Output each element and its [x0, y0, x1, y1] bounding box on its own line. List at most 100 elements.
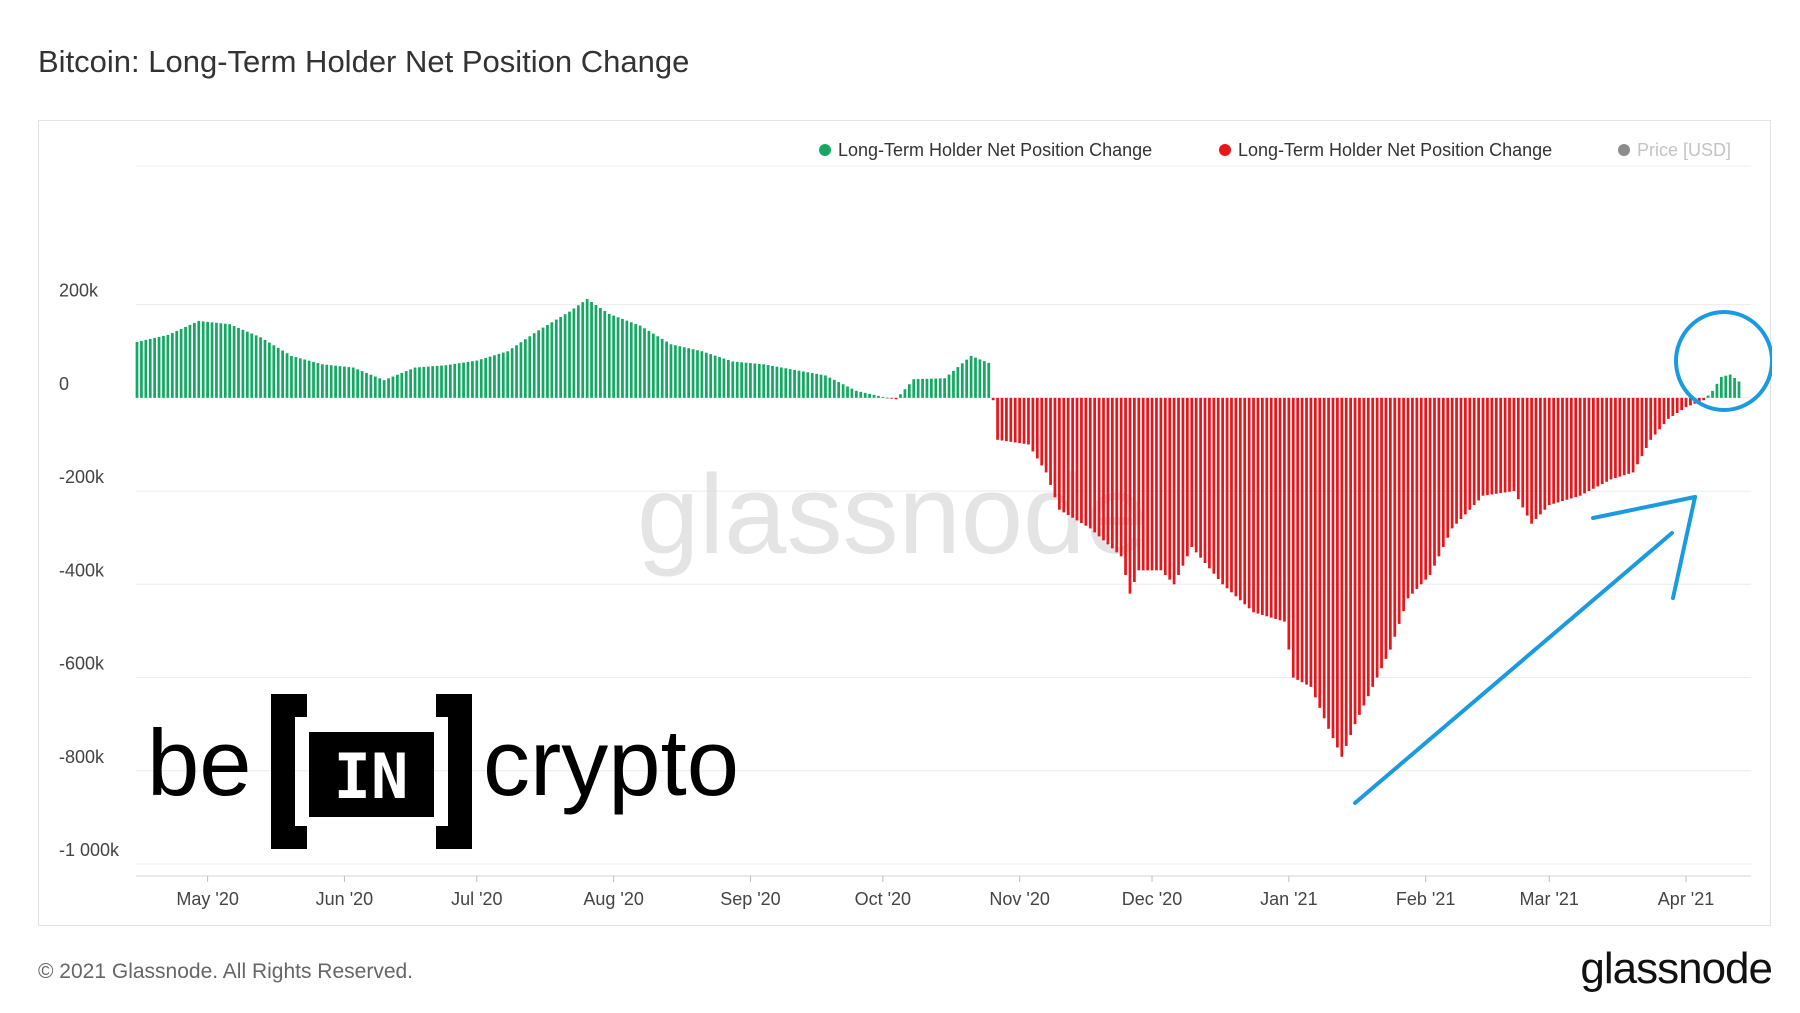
bar-219: [1102, 397, 1105, 541]
bar-159: [837, 382, 841, 398]
y-tick-label-5: -800k: [59, 747, 105, 767]
page-title: Bitcoin: Long-Term Holder Net Position C…: [38, 44, 690, 79]
bar-53: [369, 374, 373, 398]
bar-12: [188, 324, 192, 398]
bar-79: [484, 357, 488, 398]
bar-151: [802, 371, 805, 398]
bar-265: [1305, 397, 1308, 685]
bar-341: [1640, 397, 1644, 457]
bar-291: [1419, 397, 1423, 585]
bar-359: [1719, 376, 1723, 398]
bar-111: [625, 320, 629, 398]
bar-1: [140, 340, 143, 398]
bar-274: [1344, 397, 1348, 746]
bar-284: [1388, 397, 1392, 650]
bar-243: [1208, 397, 1211, 569]
chart-frame: glassnode 200k 0 -200k -400k -600k -800k -1 00…: [38, 120, 1772, 926]
bar-163: [854, 390, 858, 398]
bar-174: [903, 389, 907, 398]
legend-item-price[interactable]: Price [USD]: [1618, 140, 1731, 160]
bar-336: [1618, 397, 1622, 477]
bar-349: [1675, 397, 1679, 413]
bar-10: [179, 328, 183, 398]
bar-244: [1212, 397, 1216, 574]
bar-304: [1477, 397, 1480, 501]
bar-34: [285, 353, 289, 398]
bar-26: [250, 333, 254, 398]
bar-324: [1565, 397, 1569, 500]
bar-306: [1486, 397, 1489, 496]
bar-290: [1415, 397, 1419, 589]
bar-112: [629, 322, 633, 398]
bar-199: [1013, 397, 1017, 443]
bar-260: [1283, 397, 1286, 622]
bar-154: [815, 373, 819, 398]
bars-layer: [135, 299, 1741, 757]
bar-330: [1592, 397, 1595, 489]
bar-241: [1199, 397, 1202, 558]
bar-8: [170, 332, 174, 398]
bar-138: [744, 362, 748, 398]
bar-50: [356, 369, 360, 398]
bar-21: [228, 324, 232, 398]
bar-347: [1667, 397, 1670, 419]
bar-337: [1622, 397, 1626, 476]
bar-11: [184, 326, 187, 398]
bar-307: [1490, 397, 1494, 495]
bar-292: [1424, 397, 1428, 580]
bar-19: [219, 323, 223, 398]
bar-200: [1018, 397, 1022, 444]
legend-item-green[interactable]: Long-Term Holder Net Position Change: [819, 140, 1152, 160]
bar-67: [431, 366, 435, 398]
bar-146: [779, 367, 783, 398]
bar-135: [731, 361, 735, 398]
bar-180: [930, 378, 933, 398]
bar-259: [1278, 397, 1282, 621]
bar-256: [1265, 397, 1269, 617]
bar-202: [1027, 397, 1030, 445]
bar-233: [1163, 397, 1167, 575]
bar-90: [532, 333, 536, 398]
bar-136: [735, 361, 739, 398]
bar-20: [223, 323, 227, 398]
bar-66: [426, 366, 430, 398]
bar-61: [404, 371, 408, 398]
y-tick-label-1: 0: [59, 374, 69, 394]
bar-303: [1472, 397, 1476, 506]
bar-342: [1644, 397, 1648, 448]
bar-116: [647, 330, 651, 398]
bar-39: [307, 360, 311, 398]
legend-item-red[interactable]: Long-Term Holder Net Position Change: [1219, 140, 1552, 160]
bar-87: [519, 342, 523, 398]
logo-text-in: IN: [334, 740, 409, 813]
logo-right-bracket: [436, 694, 472, 849]
bar-110: [621, 318, 624, 398]
bar-93: [546, 324, 549, 398]
bar-125: [687, 348, 691, 398]
bar-311: [1508, 397, 1511, 492]
bar-309: [1499, 397, 1503, 494]
bar-124: [682, 347, 686, 398]
background-watermark: glassnode: [637, 452, 1148, 577]
bar-302: [1468, 397, 1472, 510]
bar-44: [329, 365, 333, 398]
bar-203: [1031, 397, 1035, 452]
bar-4: [153, 337, 157, 398]
trend-arrow-head-left: [1591, 495, 1697, 520]
bar-46: [338, 366, 342, 398]
bar-62: [409, 369, 412, 398]
bar-194: [991, 397, 995, 401]
chart-svg: glassnode 200k 0 -200k -400k -600k -800k -1 00…: [59, 140, 1772, 909]
bar-257: [1269, 397, 1273, 618]
bar-246: [1221, 397, 1225, 585]
bar-252: [1247, 397, 1251, 609]
bar-142: [762, 364, 766, 398]
bar-214: [1080, 397, 1083, 524]
bar-295: [1437, 397, 1441, 557]
bar-141: [757, 363, 761, 398]
bar-72: [453, 363, 457, 398]
bar-228: [1141, 397, 1145, 571]
x-tick-label-2: Jul '20: [451, 889, 502, 909]
bar-226: [1133, 397, 1136, 582]
bar-255: [1261, 397, 1264, 615]
